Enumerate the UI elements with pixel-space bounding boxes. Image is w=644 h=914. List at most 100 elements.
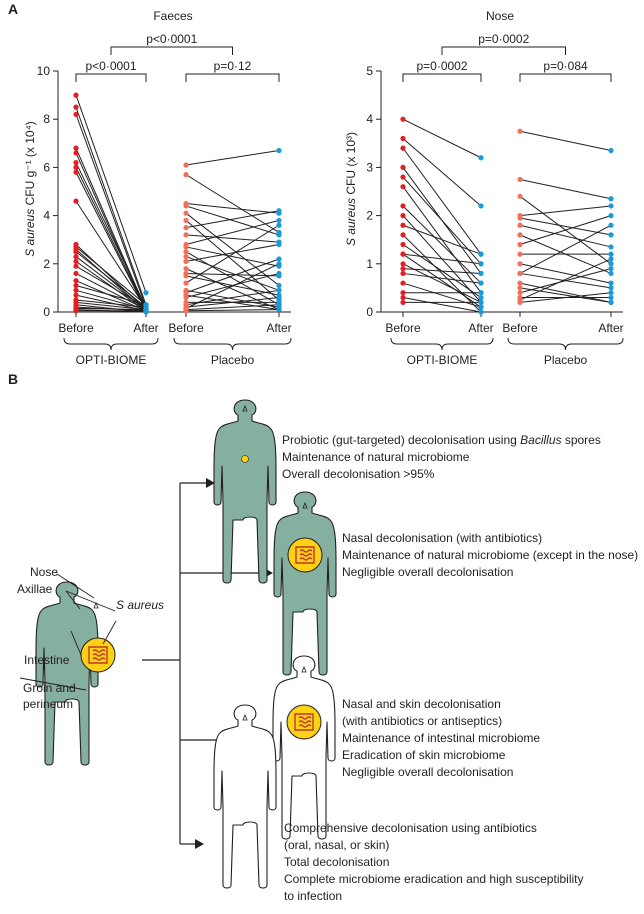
before-point xyxy=(517,176,523,183)
outcome-1-line-1: Probiotic (gut-targeted) decolonisation … xyxy=(282,433,601,447)
y-tick-label: 4 xyxy=(366,112,373,126)
outcome-figure-skin xyxy=(272,655,336,840)
y-axis-label: S aureus CFU g⁻¹ (x 10⁴) xyxy=(23,121,37,257)
panel-a-label: A xyxy=(8,1,18,17)
pair-line xyxy=(519,263,612,284)
pair-line xyxy=(402,272,482,284)
pair-line xyxy=(75,272,147,311)
before-point xyxy=(400,266,406,272)
before-point xyxy=(183,210,189,216)
pair-line xyxy=(185,256,280,291)
after-point xyxy=(276,302,282,308)
outcome-2-line-3: Negligible overall decolonisation xyxy=(342,565,513,579)
body-silhouette xyxy=(35,581,99,766)
before-point xyxy=(517,299,523,305)
before-point xyxy=(183,225,189,231)
pair-line xyxy=(75,152,147,311)
within-group-2-pvalue-label: p=0·12 xyxy=(214,59,252,73)
after-point xyxy=(608,290,614,296)
after-point xyxy=(478,251,484,257)
pair-line xyxy=(519,258,612,301)
before-point xyxy=(183,249,189,255)
y-axis-label-rest: CFU (x 10³) xyxy=(344,132,358,198)
after-point xyxy=(608,299,614,305)
outcome-1-line-1-b: spores xyxy=(562,433,601,447)
before-point xyxy=(400,203,406,209)
pair-line xyxy=(402,282,482,308)
panel-b-label: B xyxy=(8,371,18,387)
before-point xyxy=(517,241,523,248)
before-point xyxy=(400,270,406,277)
pair-line xyxy=(519,178,612,200)
pair-line xyxy=(75,167,147,310)
before-point xyxy=(73,145,79,151)
after-point xyxy=(608,256,614,262)
after-point xyxy=(608,294,614,301)
within-group-2-pvalue-bracket xyxy=(185,73,280,82)
x-tick-label: Before xyxy=(58,321,94,335)
y-tick-label: 10 xyxy=(37,64,51,78)
before-point xyxy=(73,282,79,289)
pair-line xyxy=(402,268,482,274)
outcome-1-italic: Bacillus xyxy=(520,433,561,447)
body-label-leaders xyxy=(19,573,117,691)
after-point xyxy=(608,266,614,272)
pair-line xyxy=(519,282,612,303)
before-point xyxy=(400,135,406,142)
outcome-3-line-4: Eradication of skin microbiome xyxy=(342,748,506,762)
after-point xyxy=(143,308,149,314)
after-point xyxy=(276,287,282,293)
pair-line xyxy=(519,224,612,248)
before-point xyxy=(73,258,79,264)
before-point xyxy=(73,263,79,269)
pair-line xyxy=(402,224,482,255)
after-point xyxy=(478,155,484,161)
after-point xyxy=(478,290,484,296)
outcome-1-line-1-a: Probiotic (gut-targeted) decolonisation … xyxy=(282,433,520,447)
before-point xyxy=(400,164,406,170)
after-point xyxy=(608,196,614,202)
pair-line xyxy=(185,251,280,306)
before-point xyxy=(183,244,189,250)
before-point xyxy=(400,280,406,286)
nose-label: Nose xyxy=(30,565,58,579)
outcome-figure-comprehensive xyxy=(213,704,277,889)
body-silhouette xyxy=(213,399,277,584)
pair-line xyxy=(75,114,147,308)
outcome-4-line-5: to infection xyxy=(284,889,342,903)
outcome-3-line-1: Nasal and skin decolonisation xyxy=(342,697,501,711)
after-point xyxy=(276,222,282,228)
before-point xyxy=(73,270,79,277)
outcome-3-line-2: (with antibiotics or antiseptics) xyxy=(342,714,502,728)
before-point xyxy=(400,290,406,296)
outcome-4-line-2: (oral, nasal, or skin) xyxy=(284,838,389,852)
pair-line xyxy=(185,205,280,236)
after-point xyxy=(608,285,614,291)
x-tick-label: Before xyxy=(385,321,421,335)
intestine-icon xyxy=(294,713,314,731)
pair-line xyxy=(185,210,280,229)
before-point xyxy=(73,111,79,117)
before-point xyxy=(183,217,189,224)
pair-line xyxy=(519,130,612,152)
before-point xyxy=(517,261,523,267)
before-point xyxy=(73,169,79,175)
pair-line xyxy=(75,285,147,306)
pair-line xyxy=(185,150,280,166)
pair-line xyxy=(75,246,147,306)
pair-line xyxy=(75,260,147,312)
within-group-2-pvalue-bracket xyxy=(519,73,612,82)
s-aureus-label: S aureus xyxy=(116,598,164,612)
before-point xyxy=(400,116,406,122)
body-figure-main: Nose Axillae S aureus Intestine Groin an… xyxy=(17,565,164,766)
after-point xyxy=(478,294,484,301)
between-group-pvalue-bracket xyxy=(110,46,233,55)
before-point xyxy=(400,261,406,267)
pair-line xyxy=(75,106,147,305)
after-point xyxy=(478,270,484,277)
nose-marker-icon xyxy=(242,404,248,412)
body-silhouette xyxy=(213,704,277,889)
before-point xyxy=(517,232,523,238)
groin-label-line1: Groin and xyxy=(23,681,76,695)
y-tick-label: 3 xyxy=(366,160,373,174)
